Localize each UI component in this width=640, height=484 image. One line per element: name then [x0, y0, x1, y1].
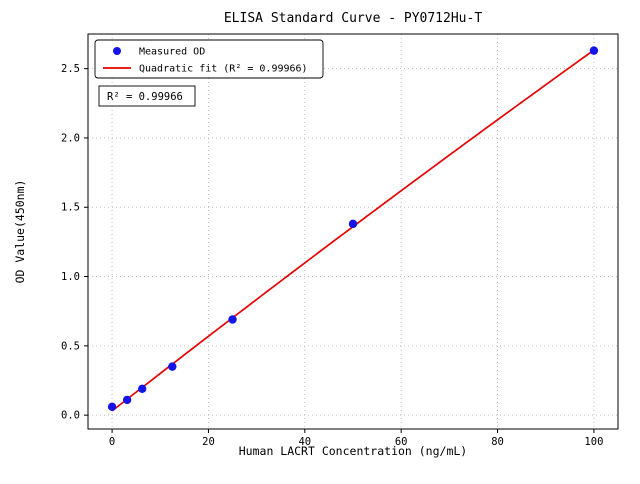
- y-axis-label: OD Value(450nm): [13, 180, 27, 284]
- y-tick-label: 2.5: [61, 63, 80, 75]
- legend-box: [94, 39, 324, 79]
- y-tick-label: 2.0: [61, 132, 80, 144]
- x-tick-label: 100: [584, 436, 603, 448]
- x-tick-label: 80: [491, 436, 504, 448]
- data-point: [348, 219, 358, 229]
- annotation-text: R² = 0.99966: [107, 91, 183, 103]
- legend-marker-dot: [113, 47, 121, 55]
- data-point: [122, 395, 132, 405]
- y-tick-label: 1.5: [61, 202, 80, 214]
- r-squared-annotation: R² = 0.99966: [98, 85, 196, 107]
- annotation-box: [98, 85, 196, 107]
- legend-label-quadratic-fit: Quadratic fit (R² = 0.99966): [139, 64, 308, 75]
- y-tick-label: 0.0: [61, 410, 80, 422]
- x-tick-label: 0: [109, 436, 115, 448]
- plot-border: [87, 33, 619, 430]
- legend-label-measured-od: Measured OD: [139, 47, 205, 58]
- data-point: [589, 46, 599, 55]
- data-point: [107, 402, 117, 412]
- y-tick-label: 1.0: [61, 271, 80, 283]
- chart-title: ELISA Standard Curve - PY0712Hu-T: [224, 11, 482, 26]
- x-axis-label: Human LACRT Concentration (ng/mL): [239, 444, 467, 458]
- measured-od-points: [107, 46, 599, 412]
- data-point: [138, 384, 147, 394]
- x-tick-label: 60: [395, 436, 408, 448]
- x-tick-label: 20: [202, 436, 215, 448]
- x-tick-label: 40: [298, 436, 311, 448]
- data-point: [228, 315, 237, 324]
- legend: Measured OD Quadratic fit (R² = 0.99966): [94, 39, 324, 79]
- y-tick-label: 0.5: [61, 340, 80, 352]
- data-point: [168, 362, 177, 371]
- axis-ticks: 0 20 40 60 80 100 0.0 0.5 1.0 1.5 2.0 2.5: [61, 63, 603, 448]
